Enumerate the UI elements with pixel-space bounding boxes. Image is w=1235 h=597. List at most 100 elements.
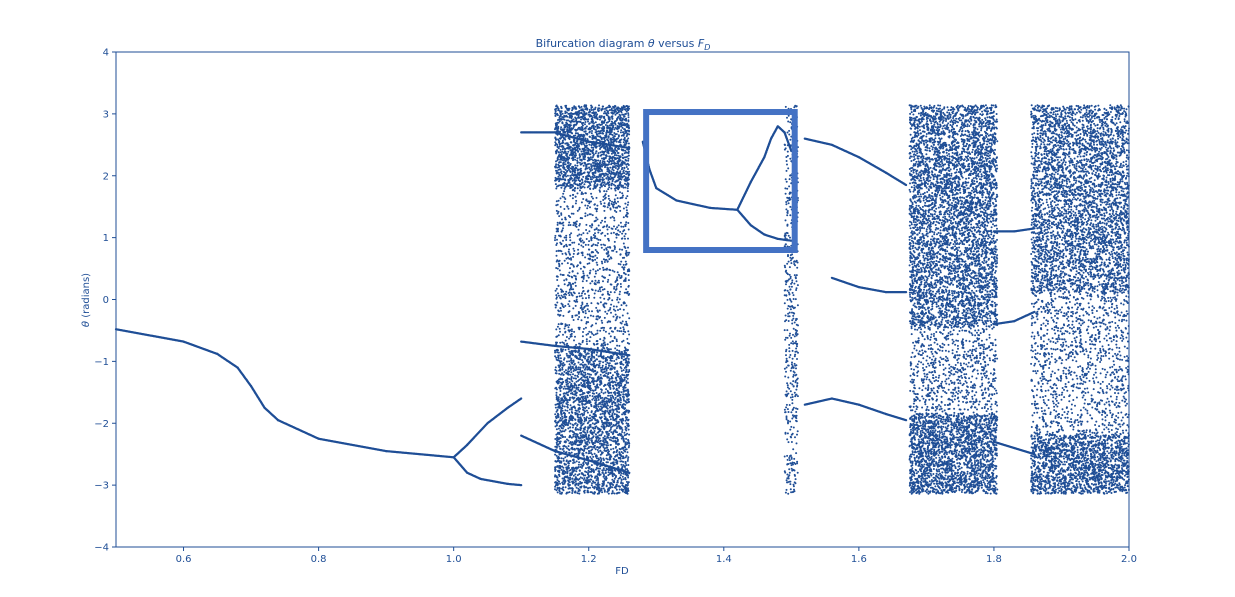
chaos-point	[584, 215, 587, 218]
chaos-point	[592, 315, 595, 318]
chaos-point	[577, 318, 580, 321]
chaos-point	[578, 316, 581, 318]
chaos-point	[581, 254, 584, 257]
chaos-point	[622, 268, 625, 271]
chaos-point	[569, 243, 572, 246]
chaos-point	[594, 232, 596, 235]
chaos-point	[567, 329, 570, 332]
chaos-point	[562, 290, 565, 293]
chaos-point	[622, 141, 625, 144]
chaos-point	[555, 328, 558, 331]
chaos-point	[590, 331, 593, 334]
chaos-point	[559, 417, 562, 419]
chaos-point	[567, 274, 569, 277]
chaos-point	[618, 293, 621, 296]
chaos-point	[564, 304, 567, 307]
chaos-point	[588, 213, 591, 216]
chaos-point	[619, 209, 622, 212]
chaos-point	[625, 213, 628, 216]
chaos-point	[613, 270, 616, 273]
chaos-point	[614, 313, 617, 316]
chaos-point	[573, 453, 576, 456]
chaos-point	[626, 337, 629, 340]
chaos-point	[608, 296, 611, 299]
chaos-point	[614, 326, 617, 329]
chaos-point	[626, 190, 629, 193]
chaos-point	[608, 351, 611, 354]
chaos-point	[596, 315, 599, 318]
chaos-point	[616, 283, 619, 285]
chaos-point	[574, 275, 577, 278]
chaos-point	[592, 397, 595, 400]
chaos-point	[560, 457, 563, 460]
chaos-point	[605, 190, 608, 193]
chaos-point	[573, 249, 576, 252]
chaos-point	[624, 280, 627, 282]
chaos-point	[626, 203, 629, 206]
chaos-point	[611, 168, 614, 171]
chaos-point	[584, 312, 587, 315]
chaos-point	[574, 300, 577, 303]
chaos-point	[585, 333, 588, 336]
chaos-point	[618, 344, 621, 347]
chaos-point	[588, 240, 591, 243]
chaos-point	[568, 487, 571, 490]
chaos-point	[598, 288, 601, 291]
chaos-point	[628, 126, 630, 129]
chaos-point	[627, 274, 630, 276]
chaos-point	[589, 224, 591, 227]
chaos-point	[572, 247, 575, 250]
chaos-point	[622, 308, 625, 311]
chaos-point	[568, 248, 570, 251]
chaos-point	[621, 196, 624, 199]
chaos-point	[579, 366, 582, 369]
chaos-point	[619, 308, 622, 311]
chaos-point	[586, 302, 589, 305]
chaos-point	[599, 296, 602, 299]
chaos-point	[626, 195, 629, 198]
chaos-point	[578, 233, 581, 236]
chaos-point	[559, 297, 562, 300]
chaos-point	[596, 346, 599, 349]
chaos-point	[561, 296, 564, 299]
chaos-point	[566, 409, 569, 412]
chaos-point	[616, 479, 619, 482]
chaos-point	[582, 277, 585, 280]
chaos-point	[556, 325, 559, 328]
chaos-point	[556, 230, 559, 232]
chaos-point	[588, 230, 591, 233]
chaos-point	[559, 273, 562, 276]
chaos-point	[572, 212, 575, 215]
chaos-point	[606, 343, 609, 346]
chaos-point	[564, 369, 567, 372]
chaos-point	[627, 330, 630, 333]
chaos-point	[573, 292, 576, 295]
chaos-point	[564, 292, 567, 295]
chaos-point	[611, 269, 614, 272]
chaos-point	[607, 188, 610, 191]
chaos-point	[627, 228, 630, 231]
scatter-points	[114, 104, 1130, 495]
chaos-point	[623, 431, 626, 434]
chaos-point	[614, 228, 617, 230]
chaos-point	[579, 307, 582, 309]
chaos-point	[594, 176, 597, 179]
chaos-point	[609, 207, 612, 210]
chaos-point	[579, 217, 582, 219]
chaos-point	[582, 245, 585, 248]
chaos-point	[601, 491, 604, 494]
chaos-point	[557, 313, 560, 316]
chaos-point	[568, 271, 571, 274]
chaos-point	[627, 168, 629, 170]
chaos-point	[599, 239, 602, 241]
chaos-point	[611, 134, 614, 136]
title-prefix: Bifurcation diagram	[536, 37, 648, 50]
chaos-point	[620, 322, 623, 325]
chaos-point	[623, 291, 626, 294]
chaos-point	[614, 309, 617, 312]
chaos-point	[599, 130, 602, 133]
chaos-point	[604, 220, 606, 223]
chaos-point	[596, 204, 599, 207]
period-two-lower	[452, 456, 523, 487]
